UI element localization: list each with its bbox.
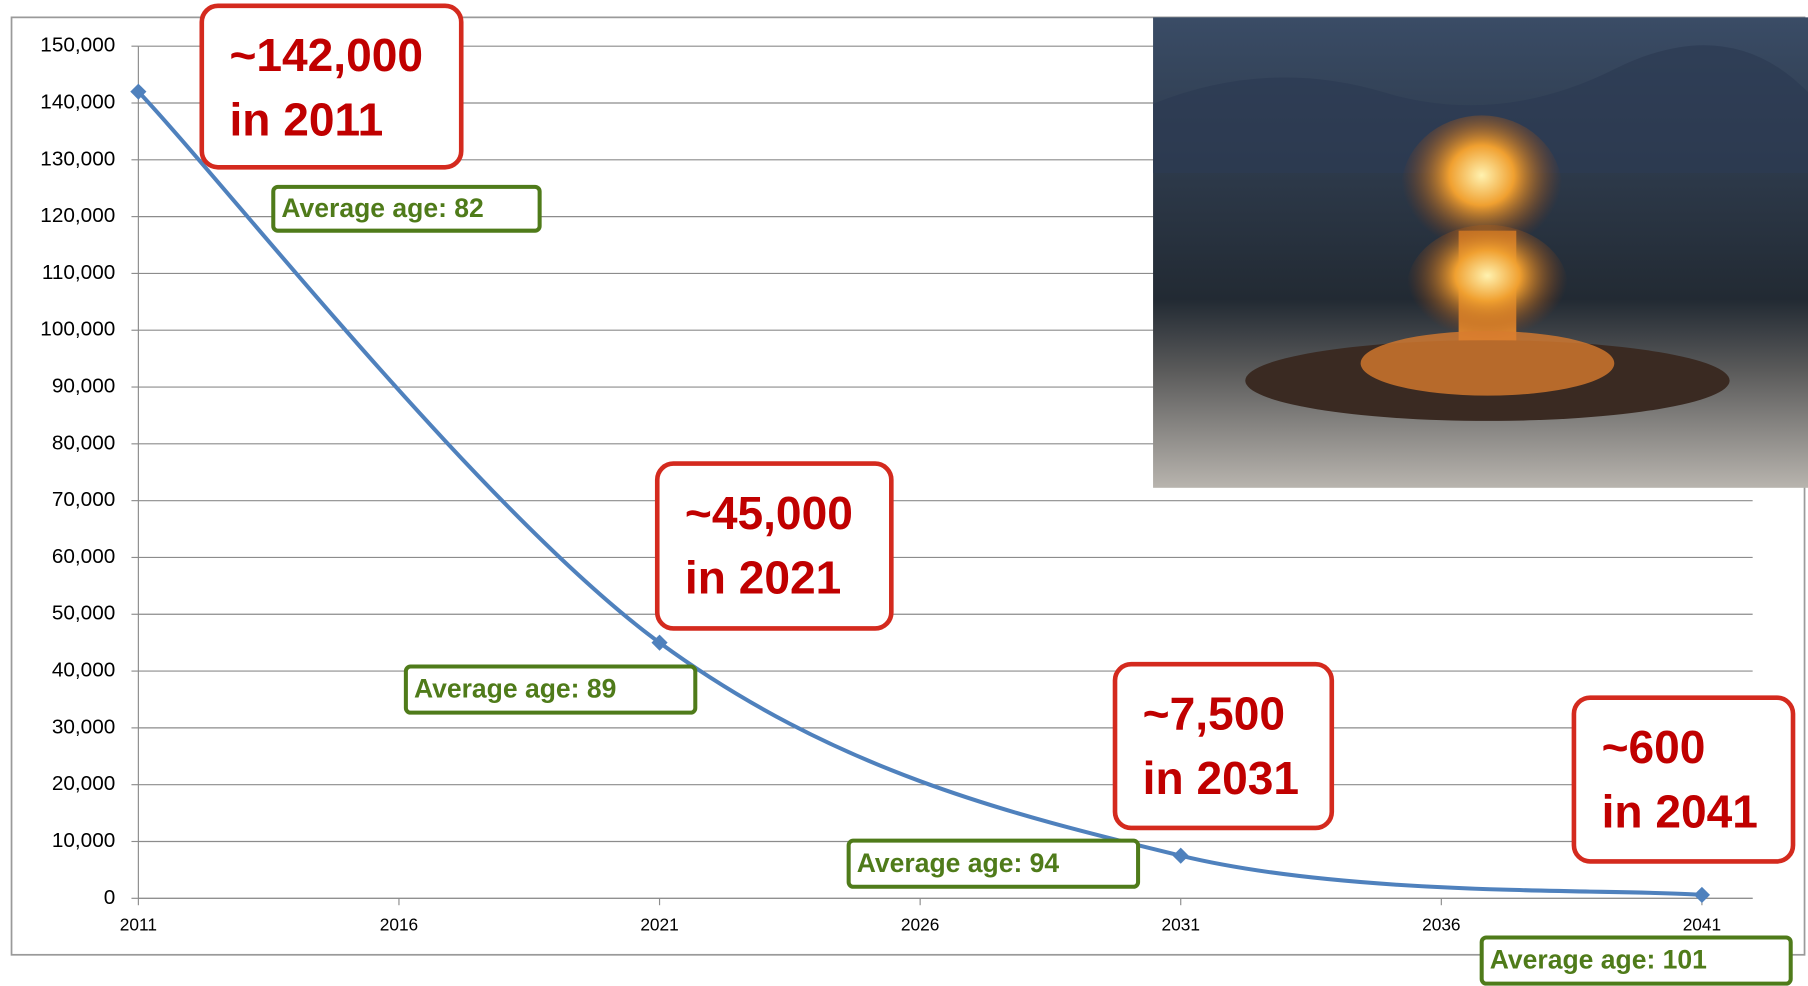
count-callout-text: ~142,000	[229, 29, 423, 81]
x-tick-label: 2036	[1422, 915, 1460, 935]
y-tick-label: 70,000	[52, 488, 115, 511]
count-callout-text: in 2011	[229, 94, 383, 146]
x-tick-label: 2026	[901, 915, 939, 935]
y-tick-label: 60,000	[52, 545, 115, 568]
age-callout-text: Average age: 94	[857, 848, 1060, 878]
age-callout-text: Average age: 101	[1490, 945, 1707, 975]
chart: 0 10,000 20,000 30,000 40,000 50,000 60,000 70,…	[0, 0, 1808, 986]
y-tick-label: 0	[104, 886, 116, 909]
y-tick-label: 140,000	[40, 90, 115, 113]
y-tick-label: 50,000	[52, 602, 115, 625]
x-tick-label: 2031	[1162, 915, 1200, 935]
y-tick-label: 10,000	[52, 829, 115, 852]
y-tick-label: 30,000	[52, 715, 115, 738]
age-callout-text: Average age: 89	[414, 674, 616, 704]
x-tick-label: 2021	[640, 915, 678, 935]
count-callout-text: ~600	[1602, 721, 1706, 773]
y-tick-label: 20,000	[52, 772, 115, 795]
y-tick-label: 120,000	[40, 204, 115, 227]
x-tick-label: 2016	[380, 915, 418, 935]
photo	[1153, 17, 1808, 487]
x-tick-label: 2011	[120, 915, 157, 935]
count-callout-text: in 2021	[685, 551, 841, 603]
y-tick-label: 40,000	[52, 659, 115, 682]
y-tick-label: 150,000	[40, 34, 115, 57]
count-callout-text: in 2031	[1143, 752, 1299, 804]
age-callout-text: Average age: 82	[281, 193, 483, 223]
count-callout-text: ~45,000	[685, 487, 853, 539]
y-tick-label: 130,000	[40, 147, 115, 170]
y-tick-label: 90,000	[52, 375, 115, 398]
y-tick-label: 100,000	[40, 318, 115, 341]
x-tick-label: 2041	[1683, 915, 1721, 935]
y-tick-label: 110,000	[42, 261, 115, 284]
y-tick-label: 80,000	[52, 431, 115, 454]
count-callout-text: in 2041	[1602, 785, 1758, 837]
count-callout-text: ~7,500	[1143, 687, 1285, 739]
